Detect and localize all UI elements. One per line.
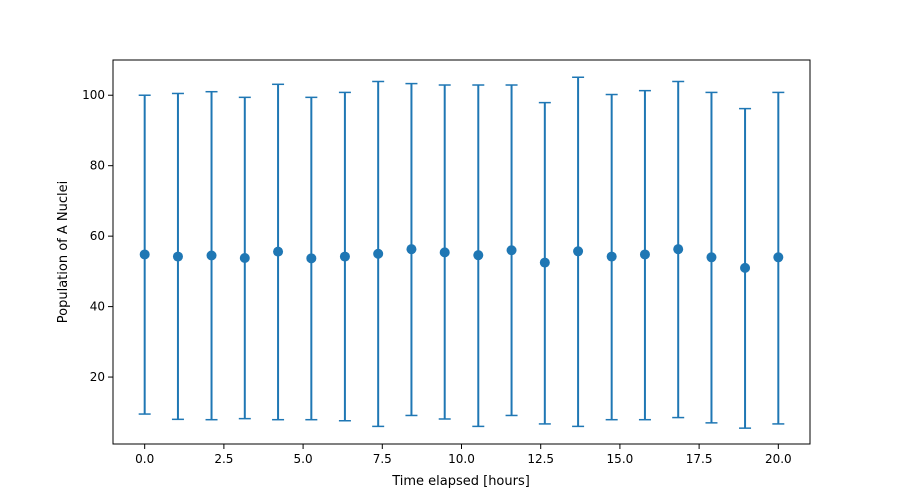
data-point: [539, 257, 550, 268]
data-point: [306, 253, 317, 264]
data-point: [573, 246, 584, 257]
data-point: [473, 250, 484, 261]
data-point: [206, 250, 217, 261]
x-tick-label: 5.0: [294, 452, 313, 466]
data-point: [639, 249, 650, 260]
data-point: [273, 246, 284, 257]
data-point: [406, 244, 417, 255]
data-point: [373, 248, 384, 259]
data-point: [606, 251, 617, 262]
x-tick-label: 20.0: [765, 452, 792, 466]
x-axis-label: Time elapsed [hours]: [391, 474, 530, 489]
y-tick-label: 40: [90, 300, 105, 314]
x-tick-label: 15.0: [607, 452, 634, 466]
x-tick-label: 2.5: [214, 452, 233, 466]
y-axis-label: Population of A Nuclei: [56, 181, 71, 323]
y-tick-label: 20: [90, 370, 105, 384]
data-point: [339, 251, 350, 262]
y-tick-label: 60: [90, 229, 105, 243]
x-tick-label: 10.0: [448, 452, 475, 466]
data-point: [439, 247, 450, 258]
data-point: [673, 244, 684, 255]
x-tick-label: 7.5: [373, 452, 392, 466]
data-point: [506, 245, 517, 256]
x-tick-label: 0.0: [135, 452, 154, 466]
data-point: [740, 262, 751, 273]
x-tick-label: 17.5: [686, 452, 713, 466]
data-point: [172, 251, 183, 262]
x-tick-label: 12.5: [527, 452, 554, 466]
y-tick-label: 80: [90, 159, 105, 173]
data-point: [239, 252, 250, 263]
data-point: [773, 252, 784, 263]
data-point: [139, 249, 150, 260]
data-point: [706, 252, 717, 263]
y-tick-label: 100: [82, 88, 105, 102]
